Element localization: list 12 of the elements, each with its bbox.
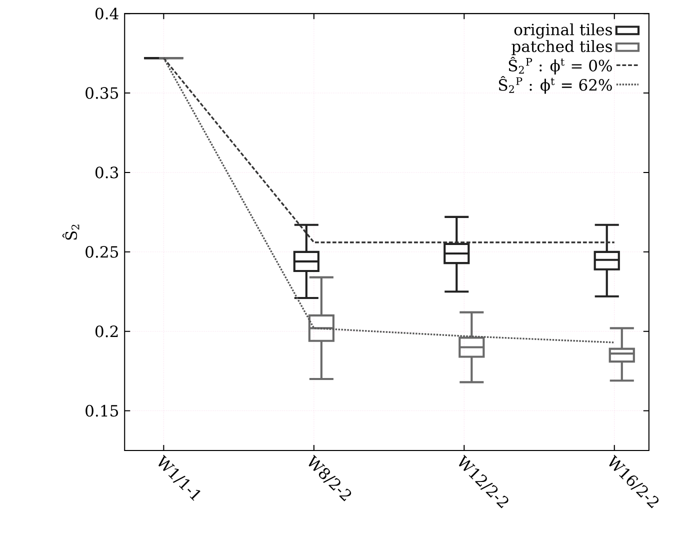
line-series <box>162 57 616 344</box>
y-tick-label: 0.3 <box>95 166 118 178</box>
y-tick-label: 0.4 <box>95 8 118 20</box>
y-tick-label: 0.25 <box>86 246 118 258</box>
y-axis-title: Ŝ$_{2}$ <box>62 224 80 240</box>
legend-label: Ŝ$_{2}$$^{P}$ : ϕ$^{t}$ = 0% <box>508 56 612 74</box>
y-tick-label: 0.35 <box>86 87 118 99</box>
legend-label: Ŝ$_{2}$$^{P}$ : ϕ$^{t}$ = 62% <box>499 76 612 94</box>
legend-label: patched tiles <box>512 40 612 56</box>
y-tick-label: 0.2 <box>95 325 118 338</box>
legend-label: original tiles <box>514 23 612 39</box>
y-tick-label: 0.15 <box>86 404 118 417</box>
